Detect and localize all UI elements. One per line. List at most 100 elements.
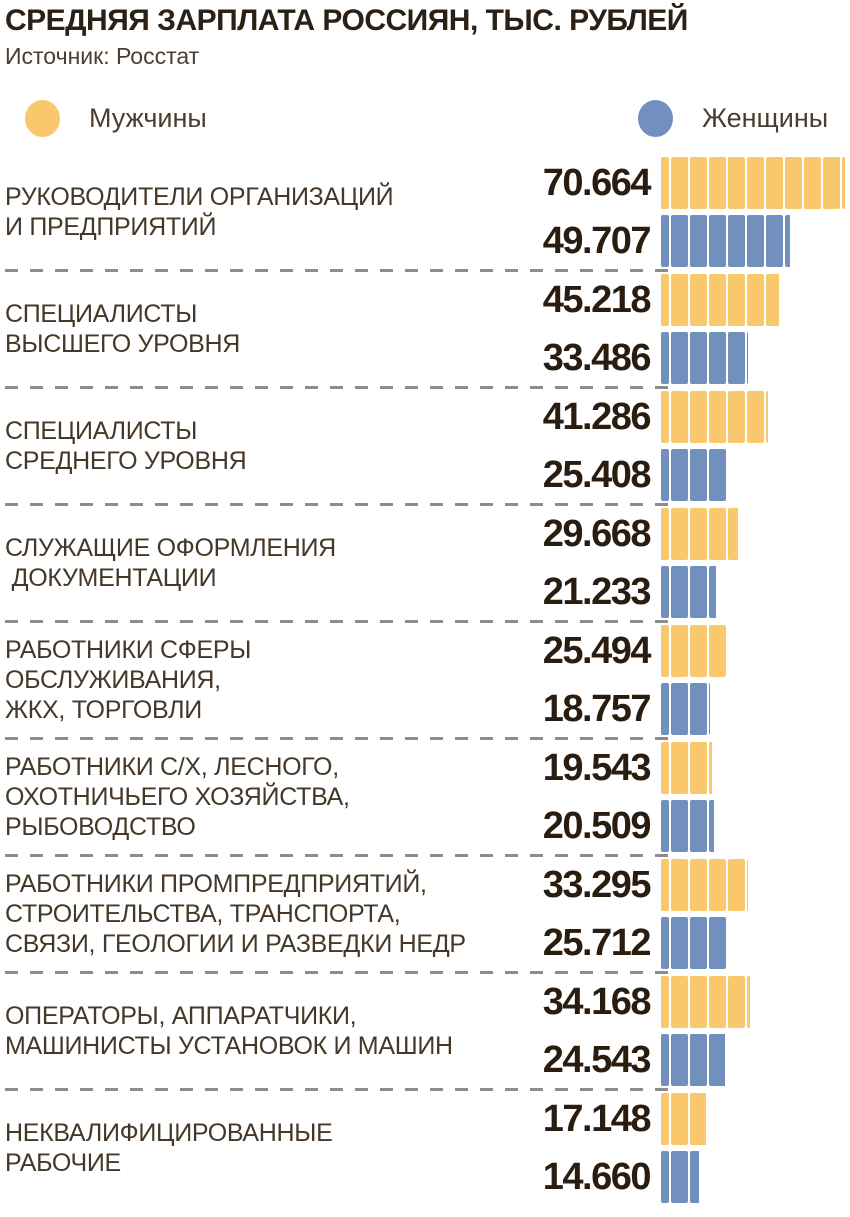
category-label-line: РАБОТНИКИ СФЕРЫ	[5, 636, 252, 664]
category-label-line: РЫБОВОДСТВО	[5, 813, 196, 841]
bar-rows: 17.148 14.660	[510, 1093, 850, 1203]
bar-segment	[690, 1093, 706, 1145]
male-bar	[661, 742, 712, 794]
category-label: РАБОТНИКИ СФЕРЫ ОБСЛУЖИВАНИЯ, ЖКХ, ТОРГОВЛ…	[5, 625, 510, 735]
female-bar	[661, 449, 727, 501]
category-label-line: РУКОВОДИТЕЛИ ОРГАНИЗАЦИЙ	[5, 183, 394, 211]
bar-segment	[671, 1093, 688, 1145]
male-value-label: 41.286	[542, 395, 652, 438]
female-bar-row: 18.757	[510, 683, 850, 735]
bar-segment	[728, 215, 745, 267]
bar-segment	[709, 215, 726, 267]
male-bar	[661, 1093, 706, 1145]
bar-segment	[671, 917, 688, 969]
female-bar	[661, 917, 728, 969]
legend: Мужчины Женщины	[5, 96, 850, 140]
female-value-label: 24.543	[542, 1038, 652, 1081]
female-bar	[661, 566, 716, 618]
bar-segment	[766, 274, 779, 326]
source-note: Источник: Росстат	[5, 43, 200, 69]
category-label: ОПЕРАТОРЫ, АППАРАТЧИКИ, МАШИНИСТЫ УСТАНОВ…	[5, 976, 510, 1086]
female-bar	[661, 683, 710, 735]
men-marker-icon	[25, 99, 60, 137]
bar-segment	[709, 274, 726, 326]
chart-group: НЕКВАЛИФИЦИРОВАННЫЕ РАБОЧИЕ 17.148 14.660	[5, 1091, 850, 1205]
category-label: РУКОВОДИТЕЛИ ОРГАНИЗАЦИЙ И ПРЕДПРИЯТИЙ	[5, 157, 510, 267]
bar-rows: 34.168 24.543	[510, 976, 850, 1086]
bar-segment	[671, 332, 688, 384]
female-value-label: 33.486	[542, 336, 652, 379]
female-value-label: 14.660	[542, 1155, 652, 1198]
category-label: СЛУЖАЩИЕ ОФОРМЛЕНИЯ ДОКУМЕНТАЦИИ	[5, 508, 510, 618]
bar-segment	[709, 742, 712, 794]
female-bar-row: 49.707	[510, 215, 850, 267]
male-bar	[661, 976, 750, 1028]
bar-segment	[671, 625, 688, 677]
chart-group: РУКОВОДИТЕЛИ ОРГАНИЗАЦИЙ И ПРЕДПРИЯТИЙ 70.…	[5, 155, 850, 269]
bar-segment	[690, 917, 707, 969]
category-label-line: ЖКХ, ТОРГОВЛИ	[5, 696, 202, 724]
category-label: РАБОТНИКИ ПРОМПРЕДПРИЯТИЙ, СТРОИТЕЛЬСТВА,…	[5, 859, 510, 969]
bar-segment	[671, 566, 688, 618]
bar-segment	[747, 391, 764, 443]
female-value-label: 21.233	[542, 570, 652, 613]
bar-segment	[690, 625, 707, 677]
bar-segment	[747, 976, 750, 1028]
bar-rows: 33.295 25.712	[510, 859, 850, 969]
bar-segment	[728, 274, 745, 326]
chart-group: ОПЕРАТОРЫ, АППАРАТЧИКИ, МАШИНИСТЫ УСТАНОВ…	[5, 974, 850, 1088]
bar-segment	[671, 683, 688, 735]
category-label-line: ВЫСШЕГО УРОВНЯ	[5, 330, 241, 358]
male-bar-row: 34.168	[510, 976, 850, 1028]
bar-segment	[661, 1151, 669, 1203]
male-value-label: 17.148	[542, 1097, 652, 1140]
category-label: СПЕЦИАЛИСТЫ СРЕДНЕГО УРОВНЯ	[5, 391, 510, 501]
female-bar	[661, 1151, 699, 1203]
bar-rows: 29.668 21.233	[510, 508, 850, 618]
bar-segment	[671, 800, 688, 852]
bar-rows: 70.664 49.707	[510, 157, 850, 267]
bar-segment	[709, 800, 714, 852]
bar-segment	[671, 449, 688, 501]
female-bar-row: 25.408	[510, 449, 850, 501]
bar-segment	[690, 976, 707, 1028]
bar-segment	[661, 508, 669, 560]
male-bar	[661, 508, 738, 560]
bar-segment	[747, 157, 764, 209]
female-value-label: 25.712	[542, 921, 652, 964]
dashed-separator	[5, 620, 675, 623]
dashed-separator	[5, 503, 675, 506]
bar-segment	[661, 800, 669, 852]
female-value-label: 18.757	[542, 687, 652, 730]
category-label-line: И ПРЕДПРИЯТИЙ	[5, 213, 217, 241]
bar-segment	[661, 625, 669, 677]
bar-segment	[709, 625, 726, 677]
grouped-bar-chart: РУКОВОДИТЕЛИ ОРГАНИЗАЦИЙ И ПРЕДПРИЯТИЙ 70.…	[5, 155, 850, 1205]
bar-segment	[661, 157, 669, 209]
bar-segment	[728, 391, 745, 443]
bar-rows: 19.543 20.509	[510, 742, 850, 852]
bar-segment	[661, 449, 669, 501]
bar-segment	[671, 859, 688, 911]
bar-segment	[661, 566, 669, 618]
category-label-line: НЕКВАЛИФИЦИРОВАННЫЕ	[5, 1119, 333, 1147]
category-label: СПЕЦИАЛИСТЫ ВЫСШЕГО УРОВНЯ	[5, 274, 510, 384]
bar-segment	[709, 566, 716, 618]
male-value-label: 45.218	[542, 278, 652, 321]
bar-segment	[709, 449, 726, 501]
bar-segment	[690, 157, 707, 209]
male-value-label: 19.543	[542, 746, 652, 789]
bar-segment	[671, 742, 688, 794]
bar-segment	[671, 508, 688, 560]
bar-segment	[709, 976, 726, 1028]
category-label-line: МАШИНИСТЫ УСТАНОВОК И МАШИН	[5, 1032, 453, 1060]
category-label-line: ОБСЛУЖИВАНИЯ,	[5, 666, 221, 694]
female-bar-row: 21.233	[510, 566, 850, 618]
female-bar	[661, 800, 714, 852]
bar-segment	[690, 1034, 707, 1086]
male-bar-row: 45.218	[510, 274, 850, 326]
bar-segment	[709, 157, 726, 209]
bar-segment	[661, 391, 669, 443]
bar-segment	[661, 742, 669, 794]
